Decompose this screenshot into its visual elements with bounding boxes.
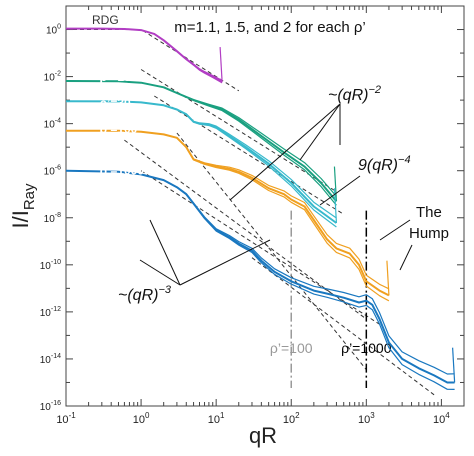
annotation-arrow	[399, 244, 413, 271]
series-line	[66, 28, 223, 81]
guide-line	[251, 257, 435, 396]
hump-label-line2: Hump	[409, 225, 449, 242]
series-line	[66, 130, 390, 290]
series-line	[65, 170, 455, 375]
series-label: ρ’=30	[100, 96, 131, 110]
series-line	[65, 80, 337, 206]
series-spike	[386, 260, 390, 296]
series-label: ρ’=3	[100, 81, 125, 95]
series-line	[66, 130, 390, 302]
y-tick-label: 10-16	[40, 400, 61, 413]
slope-minus2-label: ~(qR)−2	[328, 84, 381, 104]
annotation-arrow	[139, 259, 181, 286]
series-label: ρ’=100	[100, 122, 138, 136]
legend-text: m=1.1, 1.5, and 2 for each ρ’	[174, 19, 366, 36]
guide-line	[140, 69, 337, 193]
x-tick-label: 100	[133, 411, 150, 426]
series-label: ρ’=10	[100, 70, 131, 84]
y-tick-label: 10-8	[44, 212, 61, 225]
y-axis-label-main: I/I	[8, 210, 33, 228]
series-spike	[219, 47, 223, 82]
annotation-arrow	[299, 103, 341, 161]
plot-frame	[65, 5, 465, 407]
guide-line	[154, 95, 344, 215]
x-tick-label: 103	[358, 411, 375, 426]
x-tick-label: 102	[283, 411, 300, 426]
svg-text:I/IRay: I/IRay	[8, 183, 38, 229]
y-tick-label: 10-2	[44, 71, 61, 84]
series-line	[65, 170, 455, 390]
y-tick-label: 10-14	[40, 353, 61, 366]
annotation-arrow	[149, 219, 181, 286]
series-line	[65, 169, 455, 384]
series-spike	[333, 166, 338, 202]
annotation-arrows	[139, 103, 413, 286]
annotation-arrow	[229, 103, 341, 201]
reference-markers: ρ’=100 ρ’=1000	[270, 210, 392, 388]
y-tick-label: 10-10	[40, 259, 61, 272]
series-line	[66, 27, 223, 83]
annotation-arrow	[179, 239, 271, 286]
hump-label-line1: The	[416, 204, 442, 221]
guide-line	[140, 170, 380, 325]
series-label: ρ’=1000	[100, 163, 145, 177]
x-tick-label: 101	[208, 411, 225, 426]
series-line	[66, 129, 390, 297]
x-tick-label: 10-1	[56, 411, 76, 426]
marker-label: ρ’=100	[270, 340, 313, 356]
y-tick-label: 100	[46, 24, 61, 37]
series-line	[66, 28, 223, 84]
annotation-arrow	[379, 219, 411, 241]
y-axis-label-sub: Ray	[21, 183, 38, 210]
x-axis-label: qR	[249, 423, 277, 448]
marker-label: ρ’=1000	[341, 340, 392, 356]
y-tick-label: 10-6	[44, 165, 61, 178]
guide-line	[124, 139, 367, 320]
guide-line	[176, 132, 367, 371]
slope-minus3-label: ~(qR)−3	[118, 284, 172, 304]
x-tick-label: 104	[433, 411, 450, 426]
rdg-label: RDG	[92, 13, 119, 27]
axis-ticks	[65, 5, 465, 407]
series-line	[65, 100, 337, 228]
axis-tick-labels: 10-1 100 101 102 103 104 100 10-2 10-4 10-6 10-8 10…	[40, 24, 451, 426]
series-spike	[452, 347, 456, 383]
annotation-arrow	[319, 175, 361, 206]
data-series: ρ’=3ρ’=10 ρ’=30 ρ’=100 ρ’=1000	[65, 27, 456, 390]
y-tick-label: 10-4	[44, 118, 61, 131]
y-tick-label: 10-12	[40, 306, 61, 319]
slope-minus4-label: 9(qR)−4	[358, 154, 411, 174]
y-axis-label: I/IRay	[8, 183, 38, 229]
